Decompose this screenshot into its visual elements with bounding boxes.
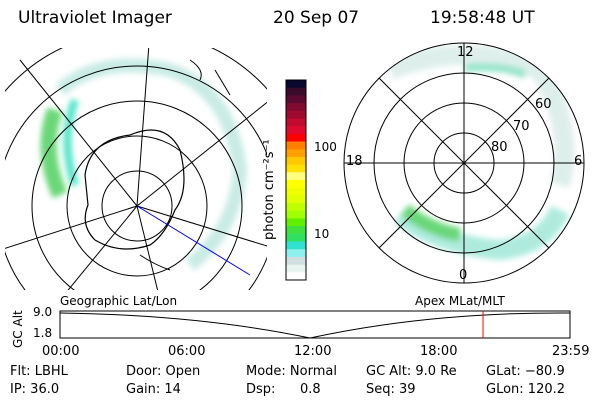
colorbar-label: photon cm⁻²s⁻¹ [262, 139, 277, 240]
dsp-value: 0.8 [300, 382, 321, 397]
lat-60-label: 60 [535, 97, 552, 112]
time-label: 19:58:48 UT [430, 8, 535, 28]
mlt-12-label: 12 [457, 45, 474, 60]
colorbar-band [286, 218, 306, 227]
xtick-0600: 06:00 [168, 344, 206, 359]
dsp-label: Dsp: [246, 382, 276, 397]
glon-status: GLon: 120.2 [486, 382, 566, 397]
ip-status: IP: 36.0 [10, 382, 60, 397]
colorbar-band [286, 203, 306, 212]
geographic-map [5, 48, 267, 290]
glat-status: GLat: −80.9 [486, 364, 565, 379]
apex-title: Apex MLat/MLT [415, 294, 505, 308]
colorbar-band [286, 156, 306, 166]
colorbar-band [286, 172, 306, 181]
colorbar-band [286, 133, 306, 143]
colorbar-band [286, 180, 306, 189]
colorbar-band [286, 141, 306, 150]
polar-mlt-plot [343, 42, 585, 284]
colorbar-band [286, 187, 306, 196]
mlt-18-label: 18 [346, 154, 363, 169]
xtick-2359: 23:59 [552, 344, 590, 359]
colorbar [285, 79, 307, 281]
ytick-9: 9.0 [33, 305, 53, 319]
colorbar-band [286, 149, 306, 158]
colorbar-band [286, 95, 306, 104]
colorbar-band [286, 126, 306, 135]
lat-70-label: 70 [513, 119, 530, 134]
filter-status: Flt: LBHL [10, 364, 68, 379]
colorbar-band [286, 256, 306, 266]
geographic-title: Geographic Lat/Lon [60, 294, 178, 308]
gc-alt-axis-label: GC Alt [11, 310, 25, 348]
colorbar-band [286, 103, 306, 112]
xtick-0000: 00:00 [42, 344, 80, 359]
colorbar-band [286, 272, 306, 281]
gain-status: Gain: 14 [126, 382, 181, 397]
colorbar-band [286, 164, 306, 173]
mode-status: Mode: Normal [246, 364, 337, 379]
xtick-1800: 18:00 [420, 344, 458, 359]
seq-status: Seq: 39 [366, 382, 416, 397]
colorbar-tick-100: 100 [314, 140, 337, 154]
mlt-0-label: 0 [459, 268, 468, 283]
colorbar-band [286, 118, 306, 127]
colorbar-band [286, 110, 306, 119]
colorbar-band [286, 210, 306, 219]
xtick-1200: 12:00 [294, 344, 332, 359]
instrument-title: Ultraviolet Imager [18, 8, 172, 28]
colorbar-band [286, 80, 306, 89]
gc-alt-status: GC Alt: 9.0 Re [366, 364, 457, 379]
lat-80-label: 80 [491, 140, 508, 155]
colorbar-band [286, 249, 306, 258]
mlt-6-label: 6 [574, 154, 583, 169]
door-status: Door: Open [126, 364, 201, 379]
colorbar-band [286, 195, 306, 204]
date-label: 20 Sep 07 [273, 8, 360, 28]
colorbar-band [286, 233, 306, 243]
colorbar-band [286, 264, 306, 273]
colorbar-tick-10: 10 [314, 227, 330, 241]
colorbar-band [286, 226, 306, 235]
colorbar-frame [285, 79, 307, 281]
ytick-1.8: 1.8 [33, 326, 53, 340]
colorbar-band [286, 87, 306, 96]
altitude-timeline [59, 310, 571, 339]
colorbar-band [286, 241, 306, 250]
